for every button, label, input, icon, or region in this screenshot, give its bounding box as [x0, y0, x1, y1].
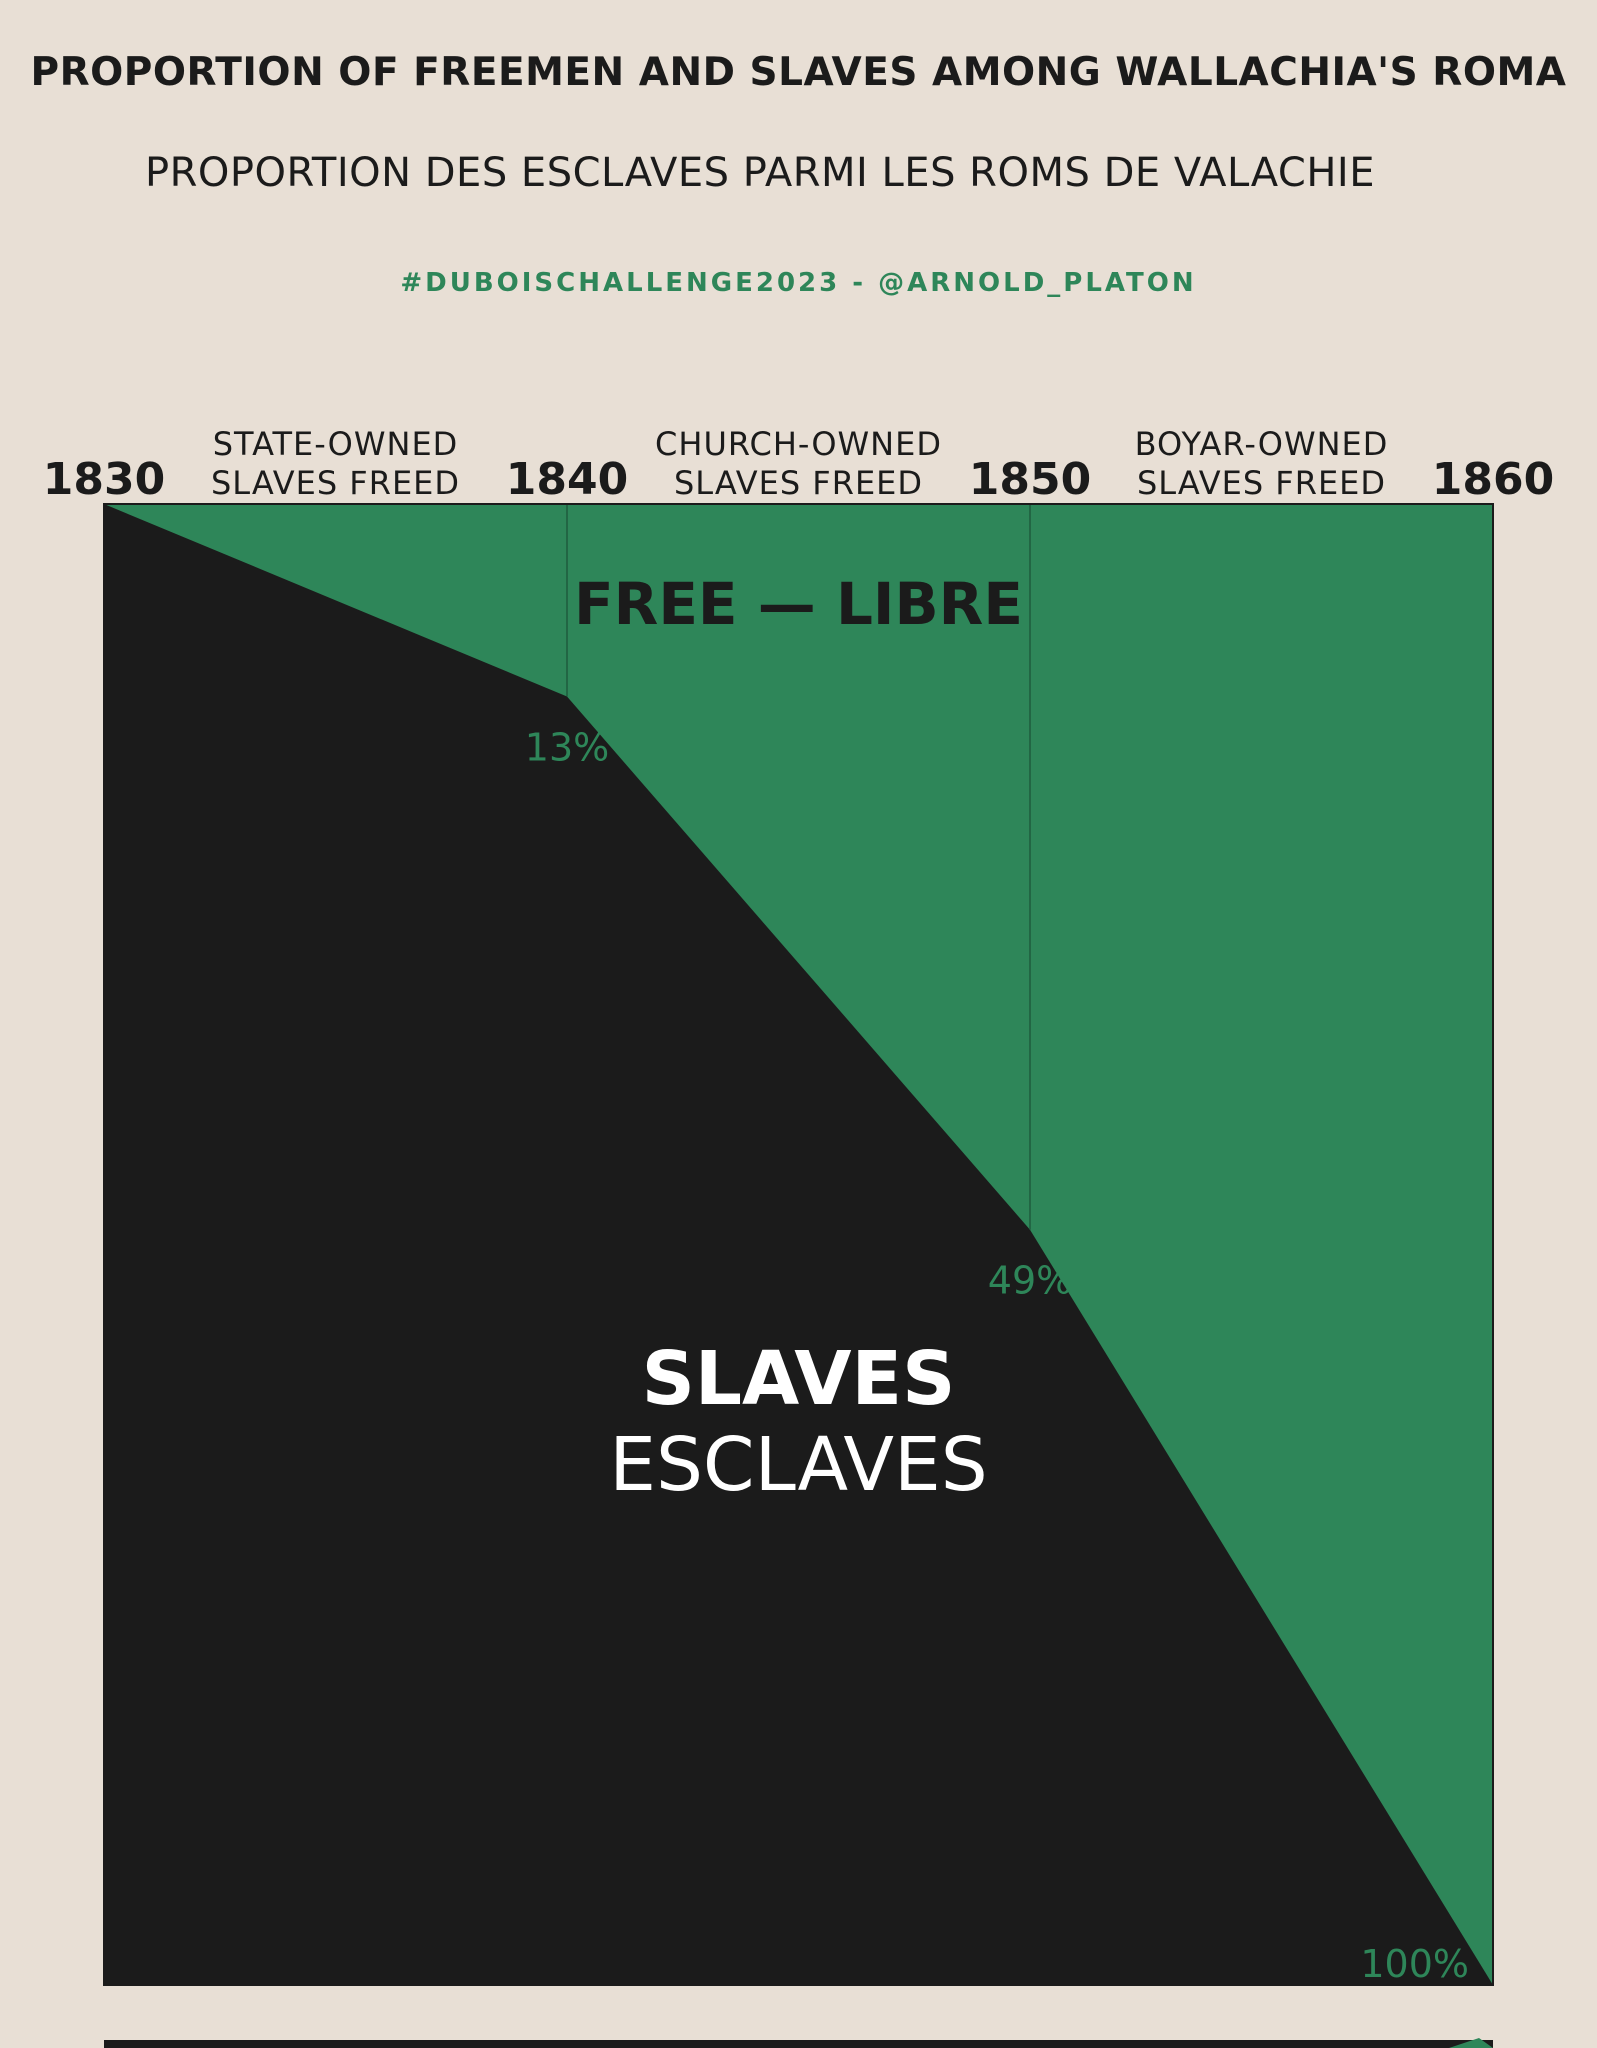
credit-line: #DUBOISCHALLENGE2023 - @ARNOLD_PLATON [400, 268, 1197, 298]
period-label: SLAVES FREED [674, 464, 923, 502]
chart-title: PROPORTION OF FREEMEN AND SLAVES AMONG W… [30, 50, 1567, 95]
year-tick-label: 1860 [1432, 454, 1554, 505]
period-label: SLAVES FREED [211, 464, 460, 502]
period-label: BOYAR-OWNED [1135, 425, 1389, 463]
period-label: CHURCH-OWNED [655, 425, 942, 463]
free-series-label: FREE — LIBRE [574, 570, 1023, 638]
bottom-strip [104, 2040, 1493, 2048]
slaves-series-label-fr: ESCLAVES [609, 1422, 988, 1508]
year-tick-label: 1850 [969, 454, 1091, 505]
year-tick-label: 1830 [43, 454, 165, 505]
bottom-strip-accent [1449, 2038, 1493, 2048]
year-tick-label: 1840 [506, 454, 628, 505]
period-label: STATE-OWNED [213, 425, 459, 463]
plot-frame [103, 503, 1494, 1986]
slaves-area [104, 504, 1493, 1985]
slaves-series-label: SLAVES [642, 1336, 956, 1422]
data-label: 13% [525, 726, 609, 770]
data-label: 100% [1360, 1942, 1469, 1986]
chart-subtitle: PROPORTION DES ESCLAVES PARMI LES ROMS D… [145, 150, 1375, 196]
data-label: 49% [988, 1259, 1072, 1303]
period-label: SLAVES FREED [1137, 464, 1386, 502]
